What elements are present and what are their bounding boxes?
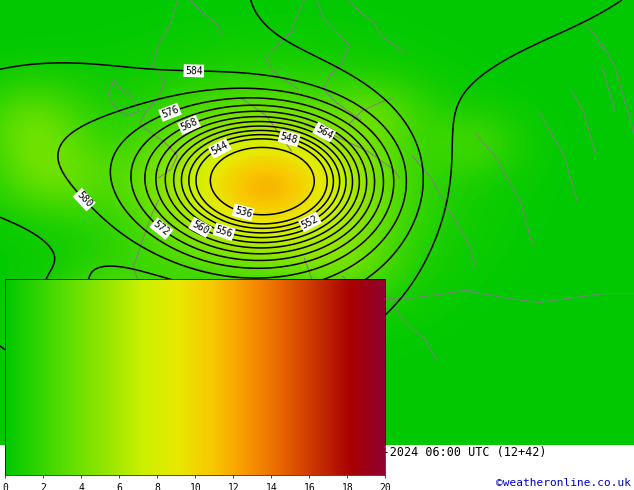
- Text: 588: 588: [112, 322, 131, 342]
- Text: 556: 556: [214, 224, 234, 239]
- Text: ©weatheronline.co.uk: ©weatheronline.co.uk: [496, 478, 631, 488]
- Text: 552: 552: [300, 213, 320, 230]
- Text: 576: 576: [160, 104, 180, 120]
- Text: 548: 548: [279, 131, 299, 146]
- Text: 568: 568: [179, 117, 199, 133]
- Text: 584: 584: [185, 66, 203, 76]
- Text: 544: 544: [210, 140, 230, 157]
- Text: Height 500 hPa Spread mean+σ [gpdm] ECMWF    Fr 07-06-2024 06:00 UTC (12+42): Height 500 hPa Spread mean+σ [gpdm] ECMW…: [5, 446, 547, 459]
- Text: 572: 572: [152, 219, 171, 238]
- Text: 564: 564: [314, 123, 334, 141]
- Text: 536: 536: [233, 205, 253, 220]
- Text: 592: 592: [309, 351, 330, 369]
- Text: 560: 560: [190, 219, 210, 236]
- Text: 580: 580: [75, 190, 94, 209]
